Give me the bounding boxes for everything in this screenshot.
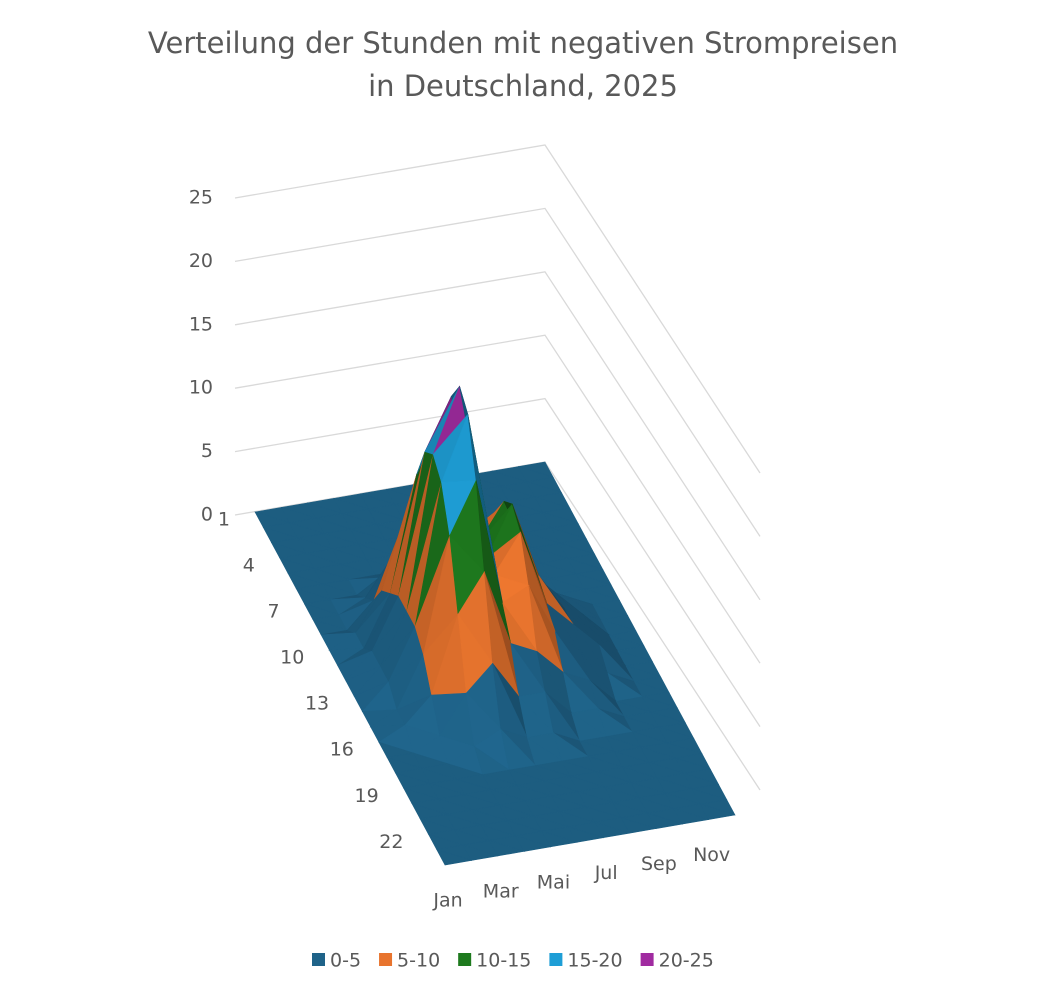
surface-facet — [647, 812, 683, 829]
grid-line — [234, 271, 761, 601]
legend-swatch — [458, 953, 472, 966]
chart-title: Verteilung der Stunden mit negativen Str… — [148, 26, 898, 60]
legend-swatch — [379, 953, 393, 966]
surface-facet — [462, 844, 498, 861]
grid-line — [234, 144, 761, 474]
legend-label: 20-25 — [659, 950, 714, 972]
y-tick-label: 22 — [379, 831, 403, 853]
legend-label: 0-5 — [330, 950, 361, 972]
legend-swatch — [640, 953, 654, 966]
x-tick-label: Mar — [483, 880, 519, 902]
grid-line — [234, 397, 761, 727]
z-tick-label: 0 — [201, 504, 213, 526]
y-tick-label: 13 — [305, 693, 329, 715]
x-tick-label: Jul — [594, 862, 618, 884]
surface-facet — [567, 826, 604, 843]
z-tick-label: 5 — [201, 440, 213, 462]
y-tick-label: 4 — [243, 555, 255, 577]
legend-label: 5-10 — [397, 950, 440, 972]
x-tick-label: Mai — [537, 871, 570, 893]
surface-facet — [673, 808, 709, 825]
x-tick-label: Jan — [432, 890, 462, 912]
y-tick-label: 16 — [330, 739, 354, 761]
grid-line — [234, 207, 761, 537]
chart-title: in Deutschland, 2025 — [368, 69, 678, 103]
legend-swatch — [549, 953, 563, 966]
legend-swatch — [312, 953, 325, 966]
z-tick-label: 15 — [189, 313, 213, 335]
z-tick-label: 25 — [189, 187, 213, 209]
legend-label: 10-15 — [476, 950, 531, 972]
z-tick-label: 10 — [189, 377, 213, 399]
x-tick-label: Nov — [693, 844, 730, 866]
surface-facet — [488, 840, 525, 857]
y-tick-label: 10 — [280, 647, 304, 669]
z-tick-label: 20 — [189, 250, 213, 272]
grid-line — [234, 334, 761, 664]
surface-facet — [699, 803, 736, 820]
y-tick-label: 7 — [267, 601, 279, 623]
y-tick-label: 19 — [355, 785, 379, 807]
surface-facet — [436, 849, 472, 866]
surface-facet — [541, 830, 577, 848]
surface-facet — [515, 835, 551, 852]
surface-facet — [594, 821, 630, 839]
y-tick-label: 1 — [218, 509, 230, 531]
surface-facet — [620, 817, 656, 834]
legend-label: 15-20 — [567, 950, 622, 972]
x-tick-label: Sep — [641, 853, 677, 875]
